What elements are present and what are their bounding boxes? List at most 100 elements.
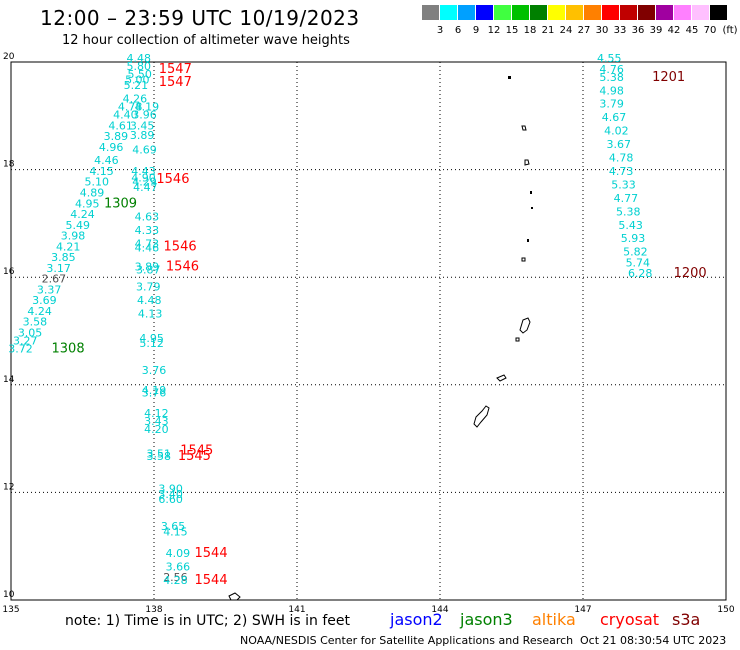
wave-height-value: 3.17 xyxy=(46,262,71,275)
wave-height-value: 4.95 xyxy=(139,332,164,345)
wave-height-value: 4.29 xyxy=(132,176,157,189)
legend-label: 36 xyxy=(631,25,645,36)
island-outline xyxy=(531,207,533,209)
wave-height-value: 4.40 xyxy=(113,108,138,121)
wave-height-value: 5.93 xyxy=(621,232,646,245)
wave-height-value: 4.24 xyxy=(70,208,95,221)
satellite-legend-s3a: s3a xyxy=(672,610,701,629)
legend-swatch xyxy=(638,5,655,20)
longitude-tick-label: 141 xyxy=(288,605,305,615)
wave-height-value: 6.60 xyxy=(158,493,183,506)
wave-height-value: 5.80 xyxy=(126,60,151,73)
footer-note: note: 1) Time is in UTC; 2) SWH is in fe… xyxy=(65,613,351,629)
wave-height-value: 5.82 xyxy=(623,246,648,259)
wave-height-value: 3.85 xyxy=(51,251,76,264)
wave-height-value: 4.19 xyxy=(142,384,167,397)
wave-height-value: 2.67 xyxy=(42,273,67,286)
legend-swatch xyxy=(674,5,691,20)
wave-height-value: 3.05 xyxy=(18,326,43,339)
pass-time-label: 1546 xyxy=(164,239,197,254)
latitude-tick-label: 20 xyxy=(3,52,15,62)
legend-label: 3 xyxy=(436,25,444,36)
wave-height-value: 5.49 xyxy=(65,219,90,232)
legend-swatch xyxy=(584,5,601,20)
legend-label: 42 xyxy=(667,25,681,36)
wave-height-value: 4.73 xyxy=(135,238,160,251)
longitude-tick-label: 138 xyxy=(145,605,162,615)
pass-time-label: 1547 xyxy=(159,75,192,90)
island-outline xyxy=(496,374,507,382)
longitude-tick-label: 147 xyxy=(574,605,591,615)
wave-height-value: 4.46 xyxy=(135,241,160,254)
legend-swatch xyxy=(494,5,511,20)
land-outlines xyxy=(10,61,727,601)
wave-height-value: 4.12 xyxy=(144,407,169,420)
island-outline xyxy=(521,125,527,131)
wave-height-value: 3.27 xyxy=(13,334,38,347)
wave-height-value: 3.98 xyxy=(61,230,86,243)
wave-height-value: 4.02 xyxy=(604,125,629,138)
legend-swatch xyxy=(620,5,637,20)
wave-height-value: 3.40 xyxy=(158,488,183,501)
longitude-tick-label: 135 xyxy=(2,605,19,615)
wave-height-value: 3.66 xyxy=(166,560,191,573)
wave-height-value: 4.63 xyxy=(135,211,160,224)
pass-time-label: 1309 xyxy=(104,196,137,211)
wave-height-value: 4.26 xyxy=(123,92,148,105)
wave-height-value: 5.74 xyxy=(626,256,651,269)
wave-height-value: 3.89 xyxy=(104,130,129,143)
wave-height-value: 4.76 xyxy=(599,63,624,76)
wave-height-value: 4.98 xyxy=(599,84,624,97)
wave-height-value: 3.67 xyxy=(607,138,632,151)
map-grid xyxy=(11,62,726,600)
wave-height-value: 4.19 xyxy=(135,100,160,113)
pass-time-label: 1547 xyxy=(159,62,192,77)
wave-height-value: 4.47 xyxy=(133,181,158,194)
wave-height-value: 5.43 xyxy=(618,219,643,232)
wave-height-value: 3.79 xyxy=(599,98,624,111)
latitude-tick-label: 18 xyxy=(3,160,15,170)
pass-time-label: 1545 xyxy=(178,449,211,464)
wave-height-value: 5.50 xyxy=(127,68,152,81)
credit-text: NOAA/NESDIS Center for Satellite Applica… xyxy=(240,634,574,647)
latitude-tick-label: 16 xyxy=(3,267,15,277)
wave-height-value: 4.28 xyxy=(163,574,188,587)
legend-label: 18 xyxy=(523,25,537,36)
wave-height-value: 3.51 xyxy=(147,447,172,460)
page-subtitle: 12 hour collection of altimeter wave hei… xyxy=(62,33,350,48)
wave-height-value: 5.21 xyxy=(124,79,149,92)
legend-label: 6 xyxy=(454,25,462,36)
legend-unit: (ft) xyxy=(722,25,738,36)
legend-label: 27 xyxy=(577,25,591,36)
wave-height-value: 3.58 xyxy=(23,316,48,329)
wave-height-value: 5.00 xyxy=(125,74,150,87)
wave-height-value: 3.96 xyxy=(132,108,157,121)
satellite-legend-cryosat: cryosat xyxy=(600,610,660,629)
legend-swatch xyxy=(602,5,619,20)
wave-height-value: 4.15 xyxy=(163,525,188,538)
wave-height-value: 4.90 xyxy=(131,171,156,184)
wave-height-value: 4.48 xyxy=(137,294,162,307)
legend-swatch xyxy=(692,5,709,20)
legend-swatch xyxy=(476,5,493,20)
altimeter-tracks: 4.485.805.505.0015475.214.264.784.194.40… xyxy=(8,52,706,588)
island-outline xyxy=(530,191,532,194)
wave-height-value: 4.89 xyxy=(80,187,105,200)
legend-label: 39 xyxy=(649,25,663,36)
generated-timestamp: Oct 21 08:30:54 UTC 2023 xyxy=(580,634,727,647)
island-outline xyxy=(527,239,529,242)
wave-height-value: 4.43 xyxy=(131,165,156,178)
legend-label: 15 xyxy=(505,25,519,36)
longitude-tick-label: 144 xyxy=(431,605,448,615)
wave-height-value: 4.61 xyxy=(108,119,133,132)
legend-swatch xyxy=(566,5,583,20)
wave-height-value: 5.12 xyxy=(139,337,164,350)
legend-label: 21 xyxy=(541,25,555,36)
wave-height-value: 2.56 xyxy=(163,571,188,584)
pass-time-label: 1308 xyxy=(52,342,85,357)
legend-swatch xyxy=(710,5,727,20)
page-title: 12:00 – 23:59 UTC 10/19/2023 xyxy=(40,6,360,30)
legend-swatch xyxy=(458,5,475,20)
